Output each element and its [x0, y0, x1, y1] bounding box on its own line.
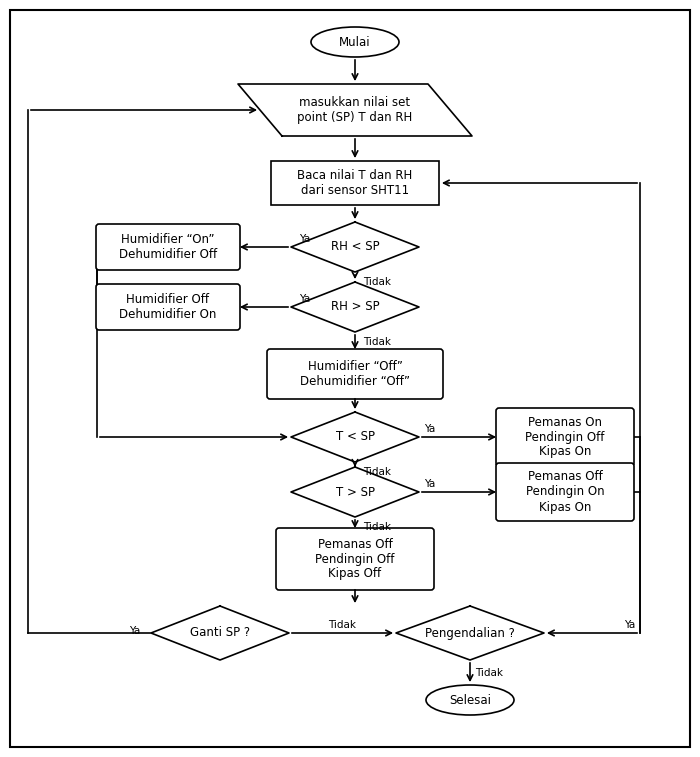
- Text: Ya: Ya: [424, 479, 435, 489]
- FancyBboxPatch shape: [96, 224, 240, 270]
- Text: Humidifier “Off”
Dehumidifier “Off”: Humidifier “Off” Dehumidifier “Off”: [300, 360, 410, 388]
- FancyBboxPatch shape: [96, 284, 240, 330]
- Polygon shape: [291, 412, 419, 462]
- Text: Ya: Ya: [424, 424, 435, 434]
- Polygon shape: [291, 222, 419, 272]
- Text: Tidak: Tidak: [363, 277, 391, 287]
- Text: Ya: Ya: [300, 294, 311, 304]
- Text: Tidak: Tidak: [363, 337, 391, 347]
- Bar: [271, 161, 439, 205]
- FancyBboxPatch shape: [276, 528, 434, 590]
- FancyBboxPatch shape: [496, 463, 634, 521]
- Text: Ya: Ya: [624, 620, 635, 630]
- Polygon shape: [291, 282, 419, 332]
- Text: Mulai: Mulai: [340, 36, 371, 48]
- FancyBboxPatch shape: [267, 349, 443, 399]
- Polygon shape: [396, 606, 544, 660]
- Text: Selesai: Selesai: [449, 693, 491, 706]
- Text: Humidifier “On”
Dehumidifier Off: Humidifier “On” Dehumidifier Off: [119, 233, 217, 261]
- Text: Ya: Ya: [300, 234, 311, 244]
- Text: Pemanas Off
Pendingin Off
Kipas Off: Pemanas Off Pendingin Off Kipas Off: [315, 537, 395, 581]
- Text: Ganti SP ?: Ganti SP ?: [190, 627, 250, 640]
- FancyBboxPatch shape: [496, 408, 634, 466]
- Text: Pengendalian ?: Pengendalian ?: [425, 627, 515, 640]
- Text: RH > SP: RH > SP: [330, 301, 379, 313]
- Text: Humidifier Off
Dehumidifier On: Humidifier Off Dehumidifier On: [119, 293, 217, 321]
- Ellipse shape: [426, 685, 514, 715]
- Text: T < SP: T < SP: [335, 431, 375, 444]
- Polygon shape: [151, 606, 289, 660]
- Polygon shape: [291, 467, 419, 517]
- Polygon shape: [238, 84, 472, 136]
- Text: Tidak: Tidak: [328, 620, 356, 630]
- Text: RH < SP: RH < SP: [330, 241, 379, 254]
- Text: Tidak: Tidak: [475, 668, 503, 678]
- Text: T > SP: T > SP: [335, 485, 375, 499]
- Text: Tidak: Tidak: [363, 522, 391, 532]
- Text: masukkan nilai set
point (SP) T dan RH: masukkan nilai set point (SP) T dan RH: [298, 96, 412, 124]
- Text: Pemanas On
Pendingin Off
Kipas On: Pemanas On Pendingin Off Kipas On: [525, 416, 605, 459]
- Text: Pemanas Off
Pendingin On
Kipas On: Pemanas Off Pendingin On Kipas On: [526, 471, 604, 513]
- Text: Baca nilai T dan RH
dari sensor SHT11: Baca nilai T dan RH dari sensor SHT11: [298, 169, 412, 197]
- Text: Tidak: Tidak: [363, 467, 391, 477]
- Ellipse shape: [311, 27, 399, 57]
- Text: Ya: Ya: [129, 626, 140, 636]
